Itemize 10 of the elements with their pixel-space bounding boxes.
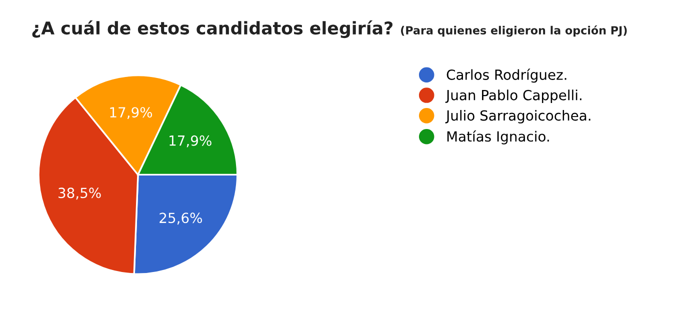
legend-label: Carlos Rodríguez. <box>446 68 566 83</box>
data-label: 17,9% <box>110 107 152 119</box>
data-label: 17,9% <box>170 135 212 148</box>
legend-label: Juan Pablo Cappelli. <box>445 90 582 104</box>
chart-title: ¿A cuál de estos candidatos elegiría? <box>32 20 392 38</box>
legend-label: Matías Ignacio. <box>447 130 549 144</box>
legend-label: Julio Sarragoicochea. <box>445 110 590 124</box>
chart-subtitle: (Para quienes eligieron la opción PJ) <box>401 25 627 37</box>
data-label: 25,6% <box>160 212 202 225</box>
data-label: 38,5% <box>58 188 101 200</box>
